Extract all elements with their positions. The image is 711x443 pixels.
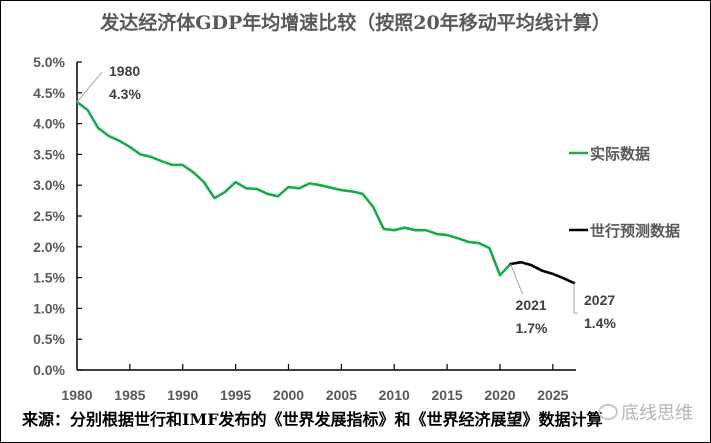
data-point xyxy=(203,181,205,183)
annotations: 1980 4.3% 2021 1.7% 2027 1.4% xyxy=(76,63,616,336)
data-point xyxy=(245,187,247,189)
annotation-year: 1980 xyxy=(109,63,140,79)
annotation-leader-line xyxy=(76,71,103,103)
data-point xyxy=(362,193,364,195)
data-point xyxy=(414,229,416,231)
source-note: 来源：分别根据世行和IMF发布的《世界发展指标》和《世界经济展望》数据计算 xyxy=(22,410,603,429)
data-point xyxy=(139,153,141,155)
x-tick-label: 1980 xyxy=(61,387,92,403)
data-point xyxy=(330,187,332,189)
data-point xyxy=(383,228,385,230)
data-point xyxy=(129,146,131,148)
y-tick-label: 1.5% xyxy=(33,270,65,286)
y-tick-label: 1.0% xyxy=(33,300,65,316)
x-tick-labels: 1980 1985 1990 1995 2000 2005 2010 2015 2020 2025 xyxy=(61,387,568,403)
y-tick-label: 2.0% xyxy=(33,239,65,255)
data-point xyxy=(224,191,226,193)
data-point xyxy=(287,186,289,188)
legend-label-0: 实际数据 xyxy=(590,145,650,163)
x-tick-label: 1990 xyxy=(167,387,198,403)
data-point xyxy=(298,187,300,189)
series-group xyxy=(75,100,576,285)
data-point xyxy=(520,261,522,263)
data-point xyxy=(467,241,469,243)
y-tick-label: 2.5% xyxy=(33,208,65,224)
data-point xyxy=(436,233,438,235)
data-point xyxy=(108,135,110,137)
data-point xyxy=(372,206,374,208)
annotation-leader-line xyxy=(510,263,524,295)
data-point xyxy=(425,229,427,231)
x-tick-label: 1985 xyxy=(114,387,145,403)
data-point xyxy=(161,160,163,162)
x-tick-label: 2015 xyxy=(432,387,463,403)
y-tick-label: 5.0% xyxy=(33,54,65,70)
x-tick-label: 2020 xyxy=(484,387,515,403)
data-point xyxy=(213,197,215,199)
data-point xyxy=(393,229,395,231)
data-point xyxy=(562,277,564,279)
y-tick-label: 4.5% xyxy=(33,85,65,101)
series-line-0 xyxy=(75,100,512,277)
x-tick-label: 1995 xyxy=(220,387,251,403)
watermark: 底线思维 xyxy=(598,399,693,425)
annotation-year: 2027 xyxy=(584,292,615,308)
data-point xyxy=(541,270,543,272)
data-point xyxy=(340,189,342,191)
y-tick-label: 4.0% xyxy=(33,116,65,132)
data-point xyxy=(457,237,459,239)
data-point xyxy=(478,242,480,244)
data-point xyxy=(499,274,501,276)
data-point xyxy=(309,182,311,184)
data-point xyxy=(150,156,152,158)
data-point xyxy=(319,184,321,186)
y-tick-label: 0.0% xyxy=(33,362,65,378)
legend-label-1: 世行预测数据 xyxy=(590,222,680,240)
data-point xyxy=(351,190,353,192)
series-line-1 xyxy=(509,260,576,285)
y-tick-labels: 0.0% 0.5% 1.0% 1.5% 2.0% 2.5% 3.0% 3.5% 4.0% 4.5%… xyxy=(33,54,65,378)
axes xyxy=(76,61,576,371)
y-tick-label: 3.5% xyxy=(33,146,65,162)
data-point xyxy=(266,193,268,195)
data-point xyxy=(97,127,99,129)
data-point xyxy=(404,227,406,229)
data-point xyxy=(171,164,173,166)
data-point xyxy=(256,188,258,190)
x-tick-label: 2000 xyxy=(273,387,304,403)
annotation-value: 4.3% xyxy=(109,86,141,102)
data-point xyxy=(277,195,279,197)
data-point xyxy=(235,181,237,183)
watermark-text: 底线思维 xyxy=(621,403,693,424)
annotation-value: 1.7% xyxy=(516,320,548,336)
y-tick-label: 0.5% xyxy=(33,331,65,347)
data-point xyxy=(182,164,184,166)
x-tick-label: 2025 xyxy=(537,387,568,403)
data-point xyxy=(488,247,490,249)
y-tick-label: 3.0% xyxy=(33,177,65,193)
data-point xyxy=(192,171,194,173)
annotation-leader-line xyxy=(573,283,578,314)
chart-title: 发达经济体GDP年均增速比较（按照20年移动平均线计算） xyxy=(100,12,611,34)
x-tick-label: 2005 xyxy=(326,387,357,403)
x-tick-label: 2010 xyxy=(379,387,410,403)
data-point xyxy=(87,109,89,111)
annotation-value: 1.4% xyxy=(584,315,616,331)
data-point xyxy=(446,234,448,236)
annotation-year: 2021 xyxy=(516,297,547,313)
data-point xyxy=(118,140,120,142)
wechat-icon xyxy=(598,404,618,420)
data-point xyxy=(531,264,533,266)
data-point xyxy=(552,273,554,275)
